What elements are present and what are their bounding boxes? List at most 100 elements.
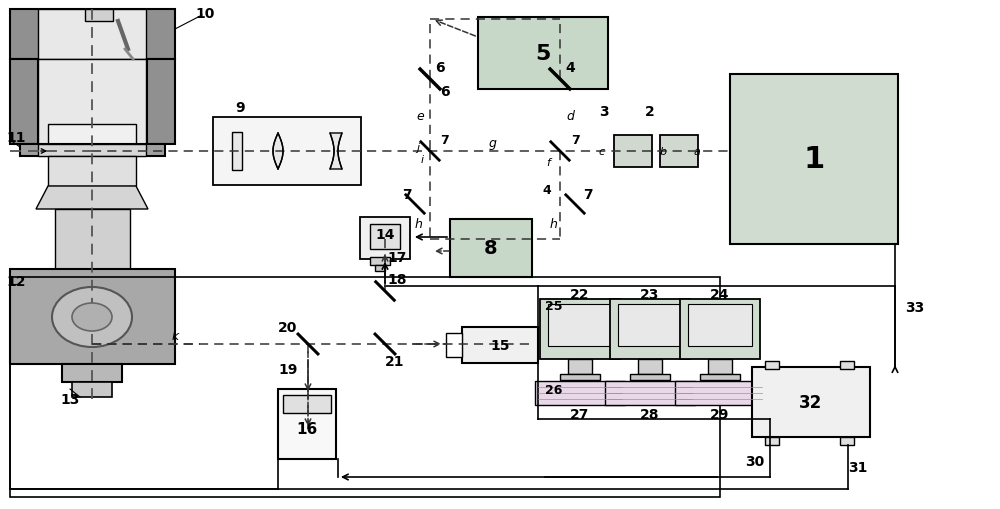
Bar bbox=[10, 60, 38, 145]
Bar bbox=[450, 219, 532, 277]
Text: a: a bbox=[693, 147, 700, 157]
Bar bbox=[10, 269, 175, 364]
Bar bbox=[560, 374, 600, 380]
Text: 4: 4 bbox=[543, 183, 551, 196]
Bar bbox=[62, 364, 122, 382]
Bar bbox=[630, 374, 670, 380]
Bar bbox=[708, 359, 732, 374]
Text: 15: 15 bbox=[490, 338, 510, 352]
Text: f: f bbox=[546, 158, 550, 167]
Text: 6: 6 bbox=[440, 85, 450, 99]
Text: 7: 7 bbox=[583, 188, 593, 202]
Text: e: e bbox=[416, 109, 424, 122]
Bar bbox=[568, 359, 592, 374]
Bar bbox=[478, 18, 608, 90]
Text: 14: 14 bbox=[375, 228, 395, 242]
Text: 3: 3 bbox=[599, 105, 609, 119]
Bar bbox=[752, 367, 870, 437]
Bar bbox=[462, 327, 538, 363]
Text: 27: 27 bbox=[570, 407, 590, 421]
Bar bbox=[147, 60, 175, 145]
Bar bbox=[446, 333, 462, 357]
Text: d: d bbox=[566, 109, 574, 122]
Bar bbox=[610, 299, 690, 359]
Bar bbox=[688, 304, 752, 346]
Text: 6: 6 bbox=[435, 61, 445, 75]
Bar bbox=[55, 210, 130, 269]
Text: 28: 28 bbox=[640, 407, 660, 421]
Bar bbox=[535, 381, 625, 405]
Text: h: h bbox=[414, 218, 422, 231]
Text: 13: 13 bbox=[61, 392, 80, 406]
Text: 16: 16 bbox=[296, 421, 318, 437]
Text: 5: 5 bbox=[535, 44, 551, 64]
Text: 20: 20 bbox=[278, 320, 298, 334]
Bar bbox=[700, 374, 740, 380]
Bar bbox=[618, 304, 682, 346]
Text: h: h bbox=[550, 218, 558, 231]
Text: 30: 30 bbox=[745, 454, 765, 468]
Text: 18: 18 bbox=[387, 272, 407, 287]
Text: i: i bbox=[420, 155, 424, 165]
Text: 31: 31 bbox=[848, 460, 868, 474]
Bar bbox=[660, 136, 698, 167]
Text: 19: 19 bbox=[279, 362, 298, 376]
Text: b: b bbox=[660, 147, 667, 157]
Bar bbox=[638, 359, 662, 374]
Text: g: g bbox=[489, 136, 497, 149]
Bar bbox=[38, 145, 146, 157]
Bar bbox=[213, 118, 361, 186]
Bar bbox=[232, 133, 242, 171]
Bar bbox=[278, 389, 336, 459]
Bar bbox=[840, 361, 854, 369]
Bar bbox=[370, 258, 390, 266]
Text: 33: 33 bbox=[905, 300, 924, 315]
Bar bbox=[680, 299, 760, 359]
Text: 1: 1 bbox=[803, 145, 825, 174]
Text: 2: 2 bbox=[645, 105, 655, 119]
Bar bbox=[48, 125, 136, 145]
Bar bbox=[605, 381, 695, 405]
Text: 7: 7 bbox=[440, 133, 448, 146]
Bar bbox=[730, 75, 898, 244]
Bar bbox=[283, 395, 331, 413]
Bar bbox=[38, 60, 146, 145]
Text: 8: 8 bbox=[484, 239, 498, 258]
Text: 10: 10 bbox=[195, 7, 215, 21]
Text: 24: 24 bbox=[710, 288, 730, 301]
Text: 4: 4 bbox=[565, 61, 575, 75]
Bar bbox=[38, 10, 146, 60]
Bar bbox=[20, 145, 165, 157]
Polygon shape bbox=[273, 134, 283, 169]
Bar bbox=[375, 266, 385, 271]
Text: c: c bbox=[599, 147, 605, 157]
Text: 17: 17 bbox=[387, 250, 407, 265]
Bar bbox=[548, 304, 612, 346]
Text: 12: 12 bbox=[6, 274, 26, 289]
Text: 23: 23 bbox=[640, 288, 660, 301]
Text: 32: 32 bbox=[799, 393, 823, 411]
Ellipse shape bbox=[52, 288, 132, 347]
Bar bbox=[370, 224, 400, 249]
Text: 29: 29 bbox=[710, 407, 730, 421]
Text: 26: 26 bbox=[545, 383, 562, 395]
Text: 25: 25 bbox=[545, 300, 562, 313]
Text: 21: 21 bbox=[385, 354, 405, 369]
Bar bbox=[10, 277, 720, 497]
Text: 11: 11 bbox=[6, 131, 26, 145]
Bar bbox=[10, 10, 175, 60]
Bar bbox=[765, 361, 779, 369]
Bar bbox=[840, 437, 854, 445]
Text: j: j bbox=[416, 143, 420, 153]
Text: k: k bbox=[171, 330, 179, 343]
Bar bbox=[540, 299, 620, 359]
Text: 7: 7 bbox=[402, 188, 412, 202]
Polygon shape bbox=[330, 134, 342, 169]
Bar bbox=[614, 136, 652, 167]
Polygon shape bbox=[36, 187, 148, 210]
Bar bbox=[72, 382, 112, 397]
Bar bbox=[360, 217, 410, 260]
Ellipse shape bbox=[72, 303, 112, 331]
Bar bbox=[765, 437, 779, 445]
Bar bbox=[48, 157, 136, 187]
